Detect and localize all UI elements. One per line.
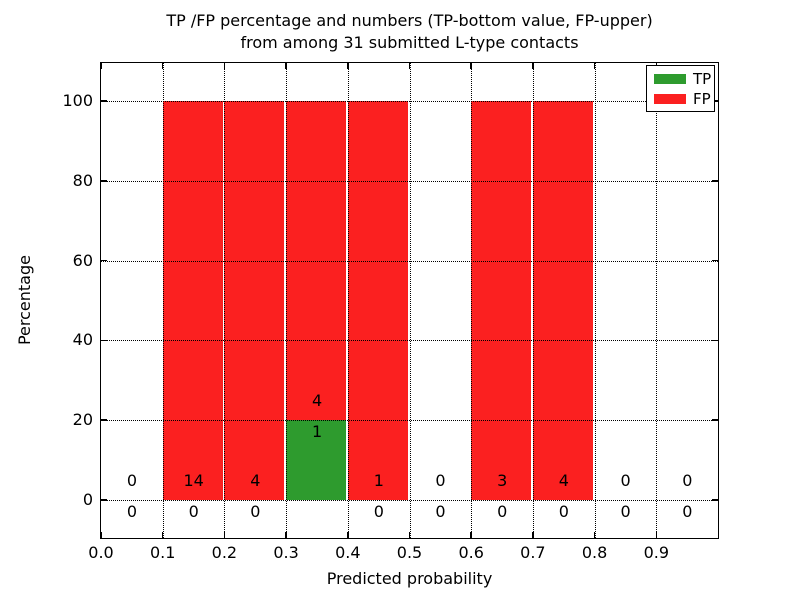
x-tickmark-bottom [532,532,534,538]
y-tickmark-right [712,259,718,262]
y-tick-label: 40 [72,330,93,350]
fp-count-label: 4 [558,471,569,490]
y-tickmark-left [101,419,107,421]
bar-fp [162,101,223,500]
y-tickmark-right [712,499,718,501]
x-tick-label: 0.3 [273,543,299,562]
y-tick-label: 80 [72,170,93,190]
y-tick-label: 20 [72,410,93,430]
gridline-vertical [532,63,534,538]
legend-label-tp: TP [693,69,712,88]
x-tickmark-bottom [655,532,658,538]
legend-entry-tp: TP [654,71,714,87]
tp-count-label: 0 [126,502,138,521]
x-tickmark-top [532,63,534,69]
x-tick-label: 0.1 [149,543,176,562]
tp-count-label: 0 [188,502,199,521]
x-tickmark-bottom [161,532,164,538]
x-tick-label: 0.4 [335,543,361,562]
gridline-vertical [286,63,288,538]
y-tickmark-left [101,180,107,182]
tp-count-label: 0 [373,502,384,521]
y-tickmark-left [101,100,107,102]
bar-fp [347,101,408,500]
legend-entry-fp: FP [654,91,714,107]
plot-area: 0 0 14 0 4 0 4 1 1 0 0 0 3 0 4 0 0 0 0 0 TP FP [100,62,719,539]
fp-count-label: 3 [497,471,508,490]
x-tick-label: 0.0 [88,543,114,562]
tp-count-label: 0 [682,502,693,521]
x-tick-label: 0.9 [643,543,670,562]
tp-count-label: 0 [620,502,631,521]
fp-count-label: 0 [682,471,693,490]
tp-count-label: 0 [497,502,508,521]
x-tick-label: 0.7 [520,543,546,562]
x-tickmark-bottom [408,532,411,538]
gridline-vertical [347,63,349,538]
gridline-vertical [224,63,226,538]
gridline-vertical [594,63,596,538]
x-tickmark-bottom [285,532,287,538]
fp-count-label: 4 [250,471,261,490]
fp-count-label: 0 [620,471,631,490]
x-tick-label: 0.2 [211,543,238,562]
y-tickmark-left [101,259,107,262]
fp-count-label: 0 [435,471,446,490]
legend: TP FP [646,65,715,112]
x-tickmark-top [100,63,102,69]
x-tickmark-bottom [470,532,472,538]
y-axis-label: Percentage [15,255,34,346]
y-tick-label: 100 [62,91,93,110]
x-tick-label: 0.8 [581,543,608,562]
y-tickmark-right [712,419,718,421]
x-tickmark-top [347,63,349,69]
y-tickmark-right [712,100,718,102]
bar-tp [286,420,347,500]
tp-count-label: 0 [558,502,569,521]
y-tickmark-left [101,339,107,342]
gridline-vertical [471,63,473,538]
gridline-vertical [162,63,164,538]
fp-count-label: 0 [126,471,138,490]
tp-count-label: 0 [250,502,261,521]
fp-count-label: 1 [373,471,384,490]
x-tickmark-bottom [100,532,102,538]
chart-title-line2: from among 31 submitted L-type contacts [240,33,579,52]
chart-title: TP /FP percentage and numbers (TP-bottom… [101,10,718,54]
x-tick-label: 0.6 [458,543,484,562]
y-tick-label: 60 [72,250,93,270]
fp-count-label: 4 [312,391,323,411]
chart-title-line1: TP /FP percentage and numbers (TP-bottom… [166,11,653,30]
x-tickmark-top [161,63,164,69]
x-tickmark-bottom [593,532,596,538]
bar-fp [532,101,593,500]
tp-count-label: 0 [435,502,446,521]
legend-swatch-tp-icon [654,73,686,84]
legend-label-fp: FP [693,89,711,108]
x-tickmark-top [470,63,472,69]
x-tickmark-bottom [223,532,226,538]
x-tickmark-top [285,63,287,69]
gridline-vertical [409,63,411,538]
legend-swatch-fp-icon [654,93,686,104]
x-axis-label: Predicted probability [326,569,493,588]
x-tickmark-top [223,63,226,69]
y-tick-label: 0 [82,490,93,509]
x-tickmark-bottom [347,532,349,538]
y-tickmark-right [712,180,718,182]
x-tickmark-top [408,63,411,69]
gridline-vertical [656,63,658,538]
fp-count-label: 14 [183,471,204,490]
bar-fp [224,101,285,500]
bar-fp [471,101,532,500]
x-tick-label: 0.5 [396,543,423,562]
y-tickmark-left [101,499,107,501]
tp-count-label: 1 [312,422,323,442]
x-tickmark-top [593,63,596,69]
y-tickmark-right [712,339,718,342]
